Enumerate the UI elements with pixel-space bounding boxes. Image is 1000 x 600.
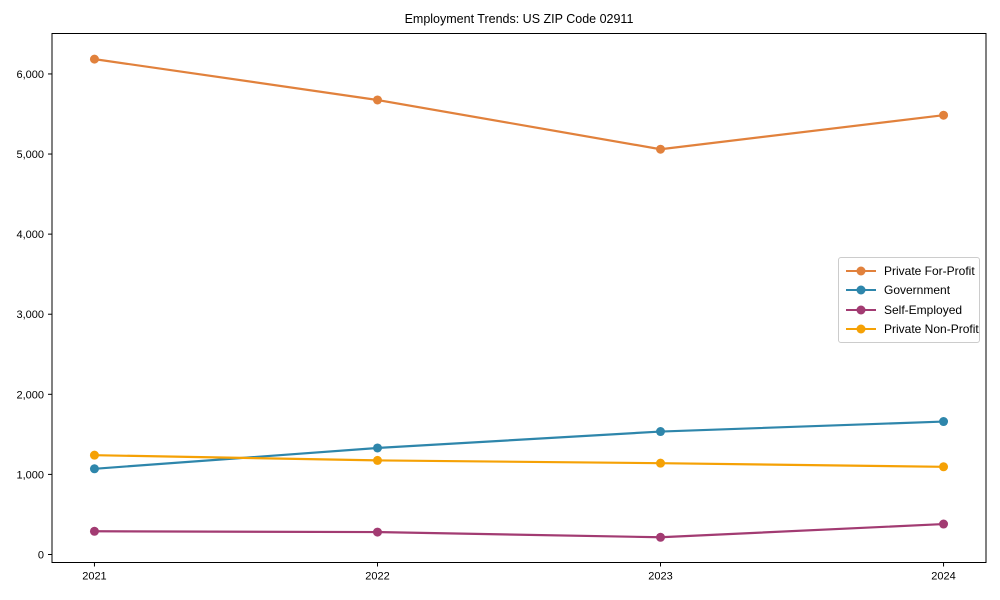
y-tick-label: 3,000 xyxy=(16,309,44,321)
legend-label: Government xyxy=(884,283,951,298)
data-point-private-non-profit-2023 xyxy=(656,458,666,468)
legend-marker-icon xyxy=(846,324,876,335)
legend-label: Private Non-Profit xyxy=(884,322,979,337)
y-tick-label: 0 xyxy=(38,549,44,561)
series-line-private-for-profit xyxy=(93,58,945,151)
data-point-private-for-profit-2024 xyxy=(939,110,949,120)
data-point-private-for-profit-2023 xyxy=(656,144,666,154)
series-line-self-employed xyxy=(93,522,945,539)
data-point-private-for-profit-2021 xyxy=(89,54,99,64)
x-tick-label: 2023 xyxy=(648,571,672,583)
legend-marker-icon xyxy=(846,285,876,296)
data-point-self-employed-2024 xyxy=(939,519,949,529)
y-tick-label: 4,000 xyxy=(16,229,44,241)
data-point-government-2024 xyxy=(939,417,949,427)
data-point-private-non-profit-2021 xyxy=(89,450,99,460)
data-point-private-non-profit-2022 xyxy=(372,455,382,465)
data-point-government-2021 xyxy=(89,464,99,474)
data-point-government-2022 xyxy=(372,443,382,453)
y-tick-label: 5,000 xyxy=(16,149,44,161)
series-line-private-non-profit xyxy=(93,454,945,468)
plot-border xyxy=(51,33,987,563)
legend-label: Private For-Profit xyxy=(884,263,975,278)
legend: Private For-Profit Government Self-Employe… xyxy=(838,257,980,343)
chart-title: Employment Trends: US ZIP Code 02911 xyxy=(404,12,634,26)
legend-label: Self-Employed xyxy=(884,302,963,317)
y-tick-label: 1,000 xyxy=(16,469,44,481)
legend-item-private-non-profit: Private Non-Profit xyxy=(839,320,979,338)
legend-marker-icon xyxy=(846,304,876,315)
x-tick-label: 2021 xyxy=(82,571,106,583)
y-tick-label: 6,000 xyxy=(16,69,44,81)
y-tick-label: 2,000 xyxy=(16,389,44,401)
legend-item-government: Government xyxy=(839,281,979,299)
data-point-self-employed-2023 xyxy=(656,532,666,542)
data-point-private-non-profit-2024 xyxy=(939,462,949,472)
x-tick-label: 2022 xyxy=(365,571,389,583)
data-point-private-for-profit-2022 xyxy=(372,95,382,105)
legend-item-self-employed: Self-Employed xyxy=(839,301,979,319)
data-point-self-employed-2021 xyxy=(89,526,99,536)
legend-marker-icon xyxy=(846,265,876,276)
legend-item-private-for-profit: Private For-Profit xyxy=(839,262,979,280)
x-tick-label: 2024 xyxy=(931,571,955,583)
data-point-self-employed-2022 xyxy=(372,527,382,537)
data-point-government-2023 xyxy=(656,427,666,437)
